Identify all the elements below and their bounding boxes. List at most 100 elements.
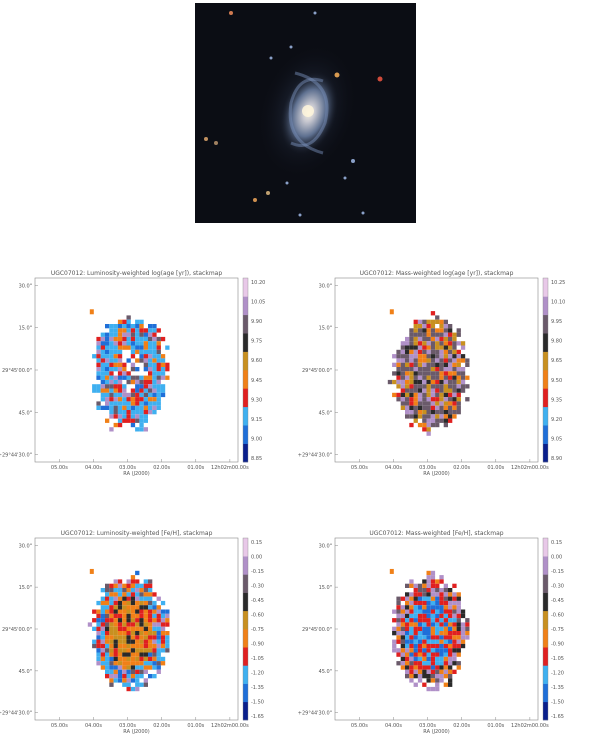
map-pixel <box>413 367 418 372</box>
map-pixel <box>148 583 153 588</box>
map-pixel <box>405 613 410 619</box>
map-pixel <box>435 613 440 619</box>
map-pixel <box>105 622 110 627</box>
map-pixel <box>113 422 118 428</box>
map-pixel <box>105 392 110 398</box>
map-pixel <box>439 379 444 385</box>
map-pixel <box>439 652 444 657</box>
map-pixel <box>435 635 440 640</box>
map-pixel <box>148 379 153 385</box>
map-pixel <box>430 332 436 337</box>
map-pixel <box>113 669 118 674</box>
map-pixel <box>143 618 148 623</box>
map-pixel <box>439 367 444 372</box>
map-pixel <box>100 618 105 623</box>
map-pixel <box>160 362 166 367</box>
map-pixel <box>122 665 127 670</box>
map-pixel <box>422 579 427 584</box>
map-pixel <box>117 414 123 419</box>
map-pixel <box>443 405 448 410</box>
map-pixel <box>100 661 105 666</box>
colorbar-segment <box>243 701 248 721</box>
map-pixel <box>430 652 436 657</box>
map-pixel <box>96 367 101 372</box>
map-pixel <box>422 652 427 657</box>
map-pixel <box>435 349 440 355</box>
map-pixel <box>113 618 118 623</box>
map-pixel <box>113 678 118 683</box>
map-pixel <box>448 367 453 372</box>
map-pixel <box>456 618 461 623</box>
map-pixel <box>156 656 161 662</box>
colorbar-tick-label: -0.90 <box>551 642 564 648</box>
colorbar-frame <box>242 277 249 463</box>
map-pixel <box>156 405 161 410</box>
map-pixel <box>143 661 148 666</box>
map-pixel <box>160 643 166 649</box>
colorbar-tick-label: 0.15 <box>251 540 262 546</box>
map-pixel <box>439 596 444 601</box>
map-pixel <box>113 665 118 670</box>
map-pixel <box>160 609 166 614</box>
map-pixel <box>113 656 118 662</box>
map-pixel <box>409 354 414 359</box>
map-pixel <box>130 674 136 679</box>
map-pixel <box>105 639 110 644</box>
map-pixel <box>122 367 127 372</box>
map-pixel <box>126 600 131 606</box>
map-pixel <box>135 570 140 576</box>
colorbar-tick-label: -0.75 <box>551 627 564 633</box>
map-pixel <box>443 349 448 355</box>
map-pixel <box>392 626 397 631</box>
map-pixel <box>100 341 105 346</box>
map-pixel <box>435 588 440 593</box>
map-pixel <box>430 583 436 588</box>
map-pixel <box>417 656 423 662</box>
map-pixel <box>439 588 444 593</box>
map-pixel <box>117 418 123 423</box>
map-pixel <box>113 643 118 649</box>
map-pixel <box>113 631 118 636</box>
map-pixel <box>443 375 448 380</box>
map-pixel <box>392 379 397 385</box>
map-pixel <box>413 418 418 423</box>
map-pixel <box>130 652 136 657</box>
map-pixel <box>443 618 448 623</box>
map-pixel <box>439 656 444 662</box>
map-pixel <box>113 613 118 619</box>
y-tick-label: +29°44'30.0" <box>298 711 332 717</box>
map-pixel <box>422 635 427 640</box>
colorbar-segment <box>243 683 248 703</box>
map-pixel <box>448 613 453 619</box>
map-pixel <box>105 592 110 597</box>
y-tick-label: 29°45'00.0" <box>2 627 32 633</box>
map-pixel <box>105 354 110 359</box>
map-pixel <box>448 648 453 653</box>
map-pixel <box>430 384 436 389</box>
map-pixel <box>417 678 423 683</box>
map-pixel <box>105 631 110 636</box>
map-luminosity-weighted-age: UGC07012: Luminosity-weighted log(age [y… <box>0 268 295 483</box>
map-pixel <box>122 405 127 410</box>
map-pixel <box>413 371 418 376</box>
map-pixel <box>417 674 423 679</box>
map-pixel <box>113 336 118 342</box>
map-pixel <box>452 341 457 346</box>
map-pixel <box>152 375 157 380</box>
map-pixel <box>452 583 457 588</box>
y-tick-label: 29°45'00.0" <box>302 368 332 374</box>
map-pixel <box>109 379 114 385</box>
map-pixel <box>113 648 118 653</box>
map-pixel <box>439 410 444 415</box>
map-pixel <box>113 605 118 610</box>
map-pixel <box>426 575 431 580</box>
map-pixel <box>130 588 136 593</box>
map-pixel <box>460 609 466 614</box>
map-pixel <box>452 656 457 662</box>
map-pixel <box>422 341 427 346</box>
map-pixel <box>452 401 457 406</box>
map-pixel <box>417 349 423 355</box>
map-pixel <box>430 311 436 316</box>
map-pixel <box>148 643 153 649</box>
map-pixel <box>113 410 118 415</box>
